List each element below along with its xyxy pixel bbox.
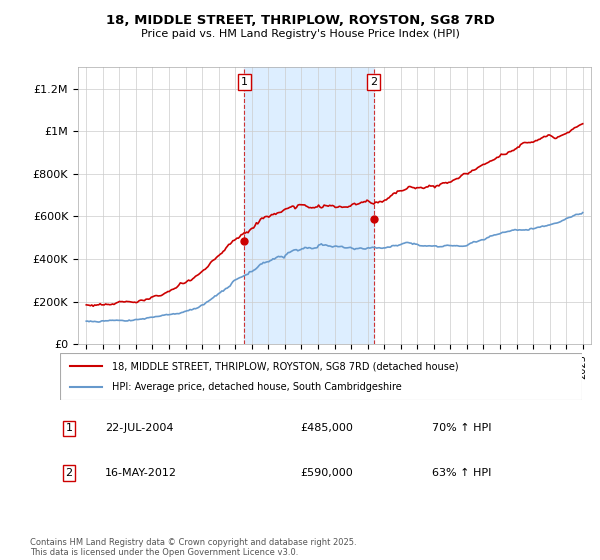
Bar bbox=[244, 67, 374, 344]
Text: Price paid vs. HM Land Registry's House Price Index (HPI): Price paid vs. HM Land Registry's House … bbox=[140, 29, 460, 39]
Text: 16-MAY-2012: 16-MAY-2012 bbox=[105, 468, 177, 478]
Text: 2: 2 bbox=[370, 77, 377, 87]
Text: 1: 1 bbox=[65, 423, 73, 433]
Text: 22-JUL-2004: 22-JUL-2004 bbox=[105, 423, 173, 433]
Text: £485,000: £485,000 bbox=[300, 423, 353, 433]
Text: 18, MIDDLE STREET, THRIPLOW, ROYSTON, SG8 7RD (detached house): 18, MIDDLE STREET, THRIPLOW, ROYSTON, SG… bbox=[112, 361, 459, 371]
Text: 63% ↑ HPI: 63% ↑ HPI bbox=[432, 468, 491, 478]
Text: 18, MIDDLE STREET, THRIPLOW, ROYSTON, SG8 7RD: 18, MIDDLE STREET, THRIPLOW, ROYSTON, SG… bbox=[106, 14, 494, 27]
Text: 70% ↑ HPI: 70% ↑ HPI bbox=[432, 423, 491, 433]
Text: Contains HM Land Registry data © Crown copyright and database right 2025.
This d: Contains HM Land Registry data © Crown c… bbox=[30, 538, 356, 557]
FancyBboxPatch shape bbox=[60, 353, 582, 400]
Text: HPI: Average price, detached house, South Cambridgeshire: HPI: Average price, detached house, Sout… bbox=[112, 382, 402, 392]
Text: £590,000: £590,000 bbox=[300, 468, 353, 478]
Text: 2: 2 bbox=[65, 468, 73, 478]
Text: 1: 1 bbox=[241, 77, 248, 87]
